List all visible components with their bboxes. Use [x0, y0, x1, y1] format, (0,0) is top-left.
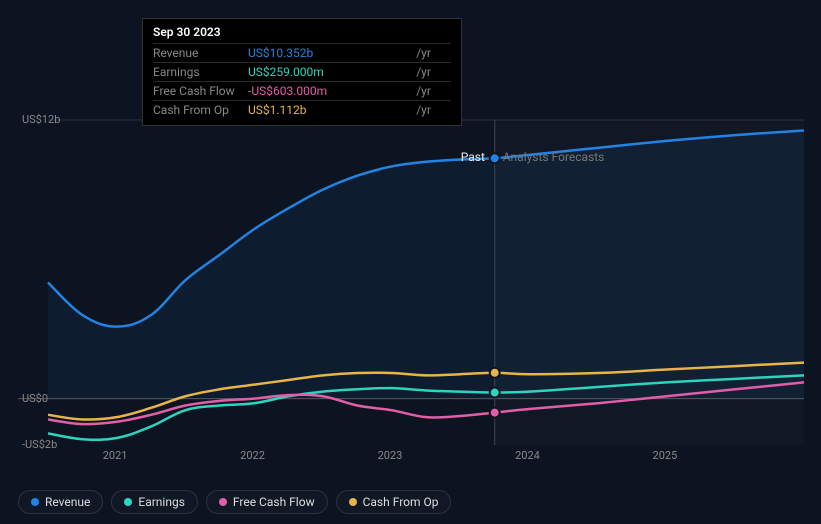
tooltip-row-value: US$10.352b — [248, 44, 412, 63]
y-axis-label: -US$2b — [22, 438, 57, 451]
tooltip-date: Sep 30 2023 — [153, 25, 451, 39]
legend-item-label: Revenue — [45, 495, 90, 509]
tooltip-row: Cash From OpUS$1.112b/yr — [153, 101, 451, 120]
tooltip-row-value: -US$603.000m — [248, 82, 412, 101]
tooltip-row-label: Cash From Op — [153, 101, 248, 120]
region-label-forecast: Analysts Forecasts — [503, 150, 605, 164]
legend-item-cfo[interactable]: Cash From Op — [336, 490, 452, 514]
legend-item-fcf[interactable]: Free Cash Flow — [206, 490, 328, 514]
y-axis-label: US$0 — [22, 392, 48, 405]
legend-dot-icon — [31, 498, 39, 506]
x-axis-label: 2025 — [653, 449, 678, 462]
legend-dot-icon — [219, 498, 227, 506]
legend-dot-icon — [349, 498, 357, 506]
tooltip-row-label: Earnings — [153, 63, 248, 82]
tooltip-row-value: US$1.112b — [248, 101, 412, 120]
legend-dot-icon — [124, 498, 132, 506]
tooltip-row: RevenueUS$10.352b/yr — [153, 44, 451, 63]
tooltip-row-unit: /yr — [412, 101, 451, 120]
tooltip-row-label: Revenue — [153, 44, 248, 63]
financial-chart: US$12b US$0 -US$2b 2021 2022 2023 2024 2025 Pa… — [0, 0, 821, 524]
legend-item-revenue[interactable]: Revenue — [18, 490, 103, 514]
tooltip-row: Free Cash Flow-US$603.000m/yr — [153, 82, 451, 101]
region-label-past: Past — [461, 150, 485, 164]
chart-legend: Revenue Earnings Free Cash Flow Cash From O… — [18, 490, 451, 514]
marker-earnings — [490, 388, 500, 398]
marker-revenue — [490, 153, 500, 163]
x-axis-label: 2021 — [103, 449, 128, 462]
tooltip-row-unit: /yr — [412, 63, 451, 82]
tooltip-row: EarningsUS$259.000m/yr — [153, 63, 451, 82]
x-axis-label: 2022 — [240, 449, 265, 462]
x-axis-label: 2023 — [378, 449, 403, 462]
tooltip-row-unit: /yr — [412, 44, 451, 63]
chart-tooltip: Sep 30 2023 RevenueUS$10.352b/yrEarnings… — [142, 18, 462, 126]
legend-item-label: Earnings — [138, 495, 185, 509]
marker-cfo — [490, 368, 500, 378]
legend-item-label: Cash From Op — [363, 495, 439, 509]
legend-item-earnings[interactable]: Earnings — [111, 490, 198, 514]
tooltip-row-unit: /yr — [412, 82, 451, 101]
marker-fcf — [490, 408, 500, 418]
tooltip-row-label: Free Cash Flow — [153, 82, 248, 101]
legend-item-label: Free Cash Flow — [233, 495, 315, 509]
x-axis-label: 2024 — [515, 449, 540, 462]
y-axis-label: US$12b — [22, 113, 60, 126]
tooltip-row-value: US$259.000m — [248, 63, 412, 82]
